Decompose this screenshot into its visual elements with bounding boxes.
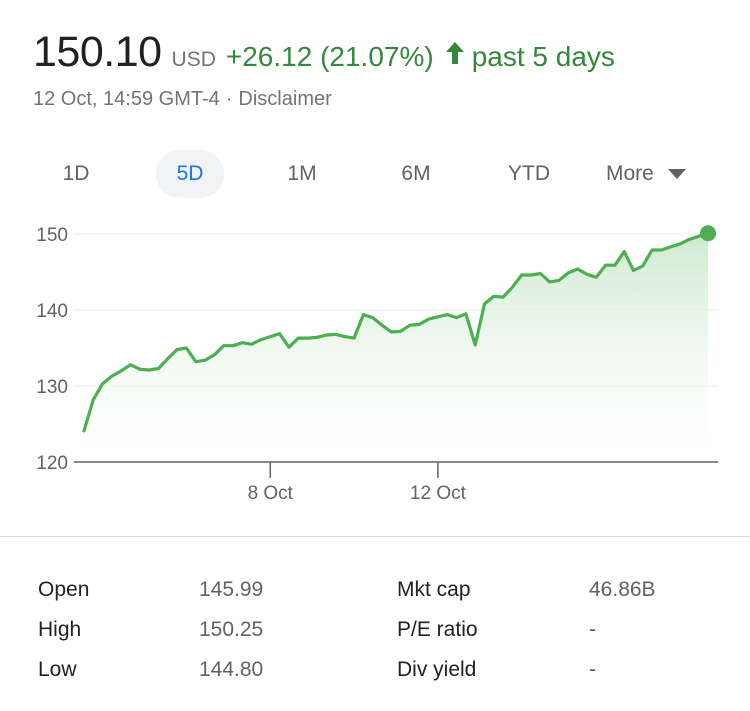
x-tick-label: 8 Oct <box>248 483 294 504</box>
y-tick-label: 120 <box>36 453 68 474</box>
last-price-marker <box>700 225 716 242</box>
stat-label-low: Low <box>38 658 77 681</box>
tab-6m[interactable]: 6M <box>384 150 448 198</box>
chevron-down-icon <box>667 169 686 179</box>
price-line <box>82 231 710 433</box>
stat-value-pe-ratio: - <box>589 618 596 641</box>
tab-label: 5D <box>176 162 204 185</box>
y-tick-label: 150 <box>36 225 68 246</box>
price-change: +26.12 (21.07%) <box>225 41 434 72</box>
tab-1m[interactable]: 1M <box>270 150 334 198</box>
current-price: 150.10 <box>33 28 162 76</box>
quote-timestamp: 12 Oct, 14:59 GMT-4 <box>33 88 220 110</box>
quote-meta: 12 Oct, 14:59 GMT-4 · Disclaimer <box>33 88 332 111</box>
tab-5d[interactable]: 5D <box>156 150 224 198</box>
currency-code: USD <box>171 48 216 71</box>
tab-label: More <box>606 162 654 185</box>
stat-value-low: 144.80 <box>199 658 264 681</box>
key-stats: Open 145.99 High 150.25 Low 144.80 Mkt c… <box>0 570 750 690</box>
y-tick-label: 130 <box>36 377 68 398</box>
stat-label-pe-ratio: P/E ratio <box>397 618 478 641</box>
change-period: past 5 days <box>471 41 615 72</box>
meta-separator: · <box>225 88 233 110</box>
arrow-up-icon <box>445 42 464 64</box>
quote-header: 150.10 USD +26.12 (21.07%) past 5 days <box>33 28 615 78</box>
stat-value-div-yield: - <box>589 658 596 681</box>
section-divider <box>0 536 750 537</box>
tab-1d[interactable]: 1D <box>34 150 118 198</box>
tab-more[interactable]: More <box>606 150 706 198</box>
stat-value-open: 145.99 <box>199 578 264 601</box>
tab-label: 1M <box>287 162 317 185</box>
x-axis: 8 Oct 12 Oct <box>248 462 467 504</box>
y-tick-label: 140 <box>36 301 68 322</box>
price-chart: 120 130 140 150 8 Oct 12 Oct <box>36 225 718 504</box>
disclaimer-link[interactable]: Disclaimer <box>238 88 332 110</box>
stat-value-high: 150.25 <box>199 618 264 641</box>
stat-label-div-yield: Div yield <box>397 658 477 681</box>
x-tick-label: 12 Oct <box>410 483 467 504</box>
range-tabs: 1D 5D 1M 6M YTD More <box>34 150 724 198</box>
tab-label: 6M <box>401 162 431 185</box>
area-fill <box>84 233 708 462</box>
tab-label: 1D <box>62 162 90 185</box>
stat-label-high: High <box>38 618 82 641</box>
stat-value-mkt-cap: 46.86B <box>589 578 656 601</box>
y-axis: 120 130 140 150 <box>36 225 68 474</box>
stat-label-mkt-cap: Mkt cap <box>397 578 471 601</box>
stat-label-open: Open <box>38 578 90 601</box>
tab-ytd[interactable]: YTD <box>494 150 564 198</box>
tab-label: YTD <box>508 162 550 185</box>
